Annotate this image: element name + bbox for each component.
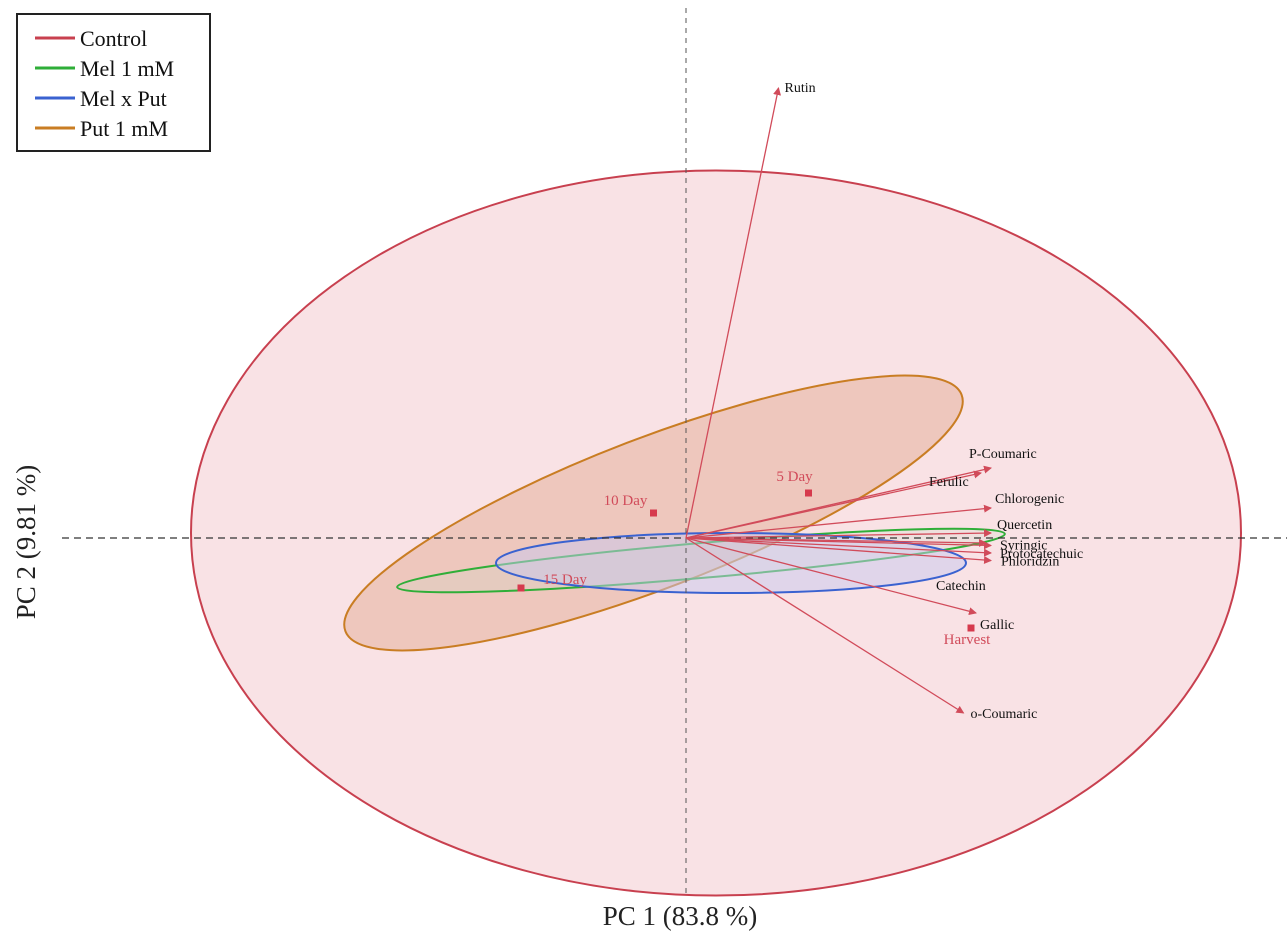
vector-label-gallic: Gallic [980,618,1014,633]
legend: Control Mel 1 mM Mel x Put Put 1 mM [17,14,210,151]
observation-point-harvest [968,625,975,632]
vector-label-catechin: Catechin [936,579,986,594]
legend-label-control: Control [80,26,147,51]
vector-label-ferulic: Ferulic [929,475,969,490]
vector-label-p-coumaric: P-Coumaric [969,447,1037,462]
observation-point-15-day [518,585,525,592]
vector-label-chlorogenic: Chlorogenic [995,492,1064,507]
observation-label-harvest: Harvest [944,632,991,648]
x-axis-title: PC 1 (83.8 %) [603,901,758,931]
vector-label-phloridzin: Phloridzin [1001,555,1059,570]
legend-label-mel-1-mm: Mel 1 mM [80,56,174,81]
observation-label-5-day: 5 Day [776,469,813,485]
vector-label-rutin: Rutin [785,81,816,96]
observation-label-15-day: 15 Day [543,572,587,588]
legend-label-put-1-mm: Put 1 mM [80,116,168,141]
y-axis-title: PC 2 (9.81 %) [11,465,41,620]
confidence-ellipses [191,171,1241,896]
vector-label-o-coumaric: o-Coumaric [971,707,1038,722]
observation-point-10-day [650,510,657,517]
legend-label-mel-x-put: Mel x Put [80,86,167,111]
observation-point-5-day [805,490,812,497]
observation-label-10-day: 10 Day [604,493,648,509]
vector-label-quercetin: Quercetin [997,518,1052,533]
